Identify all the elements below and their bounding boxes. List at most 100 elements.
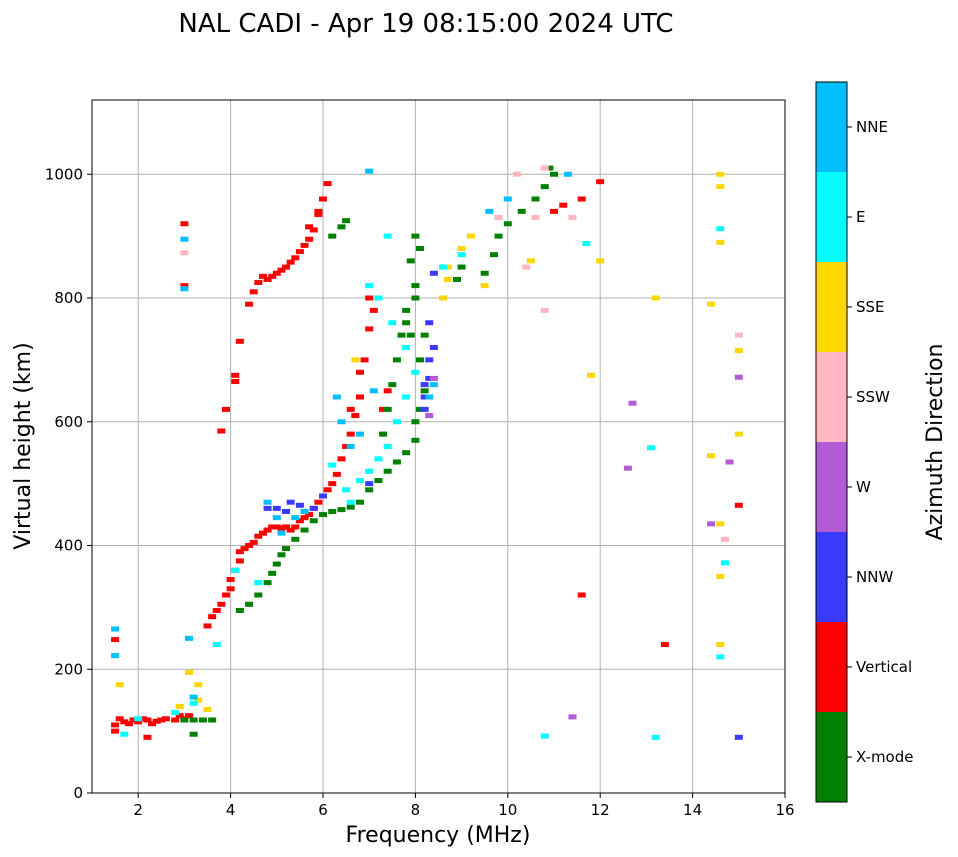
data-point-vertical	[272, 524, 281, 530]
data-point-x-mode	[411, 437, 420, 443]
data-point-vertical	[342, 444, 351, 449]
data-point-x-mode	[383, 406, 392, 412]
x-axis: 2 4 6 8 10 12 14 16	[133, 793, 795, 819]
data-point-sse	[203, 706, 212, 712]
data-point-vertical	[295, 518, 304, 524]
data-point-vertical	[258, 530, 267, 536]
data-point-vertical	[111, 637, 120, 643]
data-point-e	[540, 733, 549, 739]
data-point-vertical	[235, 558, 244, 564]
data-point-nne	[291, 515, 300, 521]
data-point-x-mode	[291, 536, 300, 542]
data-point-vertical	[245, 301, 254, 307]
data-point-ssw	[568, 215, 577, 221]
colorbar: X-mode Vertical NNW W SSW SSE E NNE	[815, 81, 913, 803]
data-point-vertical	[235, 549, 244, 555]
data-point-vertical	[115, 716, 124, 722]
data-point-e	[383, 233, 392, 239]
colorbar-tick-label: NNE	[856, 118, 888, 136]
data-point-nne	[185, 635, 194, 641]
colorbar-segment	[816, 622, 847, 712]
data-point-vertical	[305, 236, 314, 242]
data-point-vertical	[226, 586, 235, 592]
data-point-w	[429, 375, 438, 381]
y-tick-label: 400	[54, 537, 83, 555]
data-point-e	[212, 642, 221, 647]
data-point-x-mode	[411, 233, 420, 239]
data-point-x-mode	[189, 731, 198, 737]
data-point-w	[425, 413, 434, 419]
y-tick-label: 0	[73, 784, 83, 802]
data-point-vertical	[577, 592, 586, 598]
data-point-x-mode	[379, 431, 388, 437]
plot-frame	[91, 99, 786, 794]
data-point-vertical	[277, 525, 286, 531]
data-point-nnw	[272, 505, 281, 511]
data-point-x-mode	[300, 527, 309, 533]
data-point-x-mode	[235, 607, 244, 613]
data-point-sse	[526, 258, 535, 264]
x-axis-label: Frequency (MHz)	[346, 823, 531, 848]
data-point-e	[720, 560, 729, 566]
data-point-x-mode	[402, 320, 411, 326]
colorbar-segment	[816, 262, 847, 352]
y-axis-label: Virtual height (km)	[11, 342, 36, 549]
data-point-nnw	[429, 345, 438, 350]
data-point-nne	[563, 171, 572, 177]
data-point-x-mode	[346, 504, 355, 510]
data-point-vertical	[268, 524, 277, 530]
data-point-vertical	[268, 273, 277, 279]
data-point-vertical	[351, 413, 360, 419]
x-tick-label: 10	[498, 801, 517, 819]
colorbar-segment	[816, 82, 847, 172]
data-point-e	[457, 252, 466, 258]
data-point-vertical	[152, 718, 161, 724]
data-point-x-mode	[503, 221, 512, 227]
data-point-e	[439, 264, 448, 270]
data-point-ssw	[540, 307, 549, 313]
data-point-vertical	[272, 270, 281, 276]
data-point-sse	[480, 283, 489, 289]
data-point-x-mode	[480, 270, 489, 276]
data-point-vertical	[221, 406, 230, 412]
data-point-vertical	[120, 719, 129, 725]
data-point-e	[716, 226, 725, 232]
data-point-x-mode	[420, 388, 429, 394]
data-point-x-mode	[392, 459, 401, 465]
data-point-vertical	[550, 208, 558, 214]
data-point-vertical	[323, 487, 332, 493]
data-point-nne	[111, 626, 120, 632]
data-point-vertical	[111, 728, 120, 734]
data-point-vertical	[309, 227, 318, 233]
colorbar-tick-label: Vertical	[856, 658, 912, 676]
data-point-nne	[263, 499, 272, 505]
data-point-vertical	[235, 338, 244, 344]
data-point-sse	[175, 703, 184, 709]
data-point-vertical	[291, 524, 300, 530]
data-point-sse	[716, 184, 725, 190]
data-point-vertical	[300, 515, 309, 521]
data-point-x-mode	[540, 184, 549, 190]
data-point-vertical	[254, 280, 263, 286]
data-point-nnw	[295, 502, 304, 508]
data-point-vertical	[240, 546, 249, 552]
data-point-vertical	[314, 499, 323, 505]
data-point-x-mode	[406, 258, 415, 264]
data-point-sse	[194, 697, 203, 703]
data-point-vertical	[286, 527, 295, 533]
data-point-sse	[185, 669, 194, 675]
data-point-sse	[707, 453, 716, 459]
data-point-nne	[332, 394, 341, 400]
data-point-x-mode	[319, 512, 327, 518]
x-tick-label: 8	[411, 801, 421, 819]
data-point-vertical	[314, 211, 323, 217]
data-point-vertical	[332, 471, 341, 477]
data-point-x-mode	[545, 165, 554, 171]
data-point-vertical	[369, 307, 378, 313]
data-point-vertical	[203, 623, 212, 629]
data-point-vertical	[143, 717, 152, 723]
data-point-w	[628, 400, 637, 406]
data-point-vertical	[208, 614, 217, 620]
data-point-sse	[734, 431, 743, 437]
data-point-vertical	[300, 242, 309, 248]
